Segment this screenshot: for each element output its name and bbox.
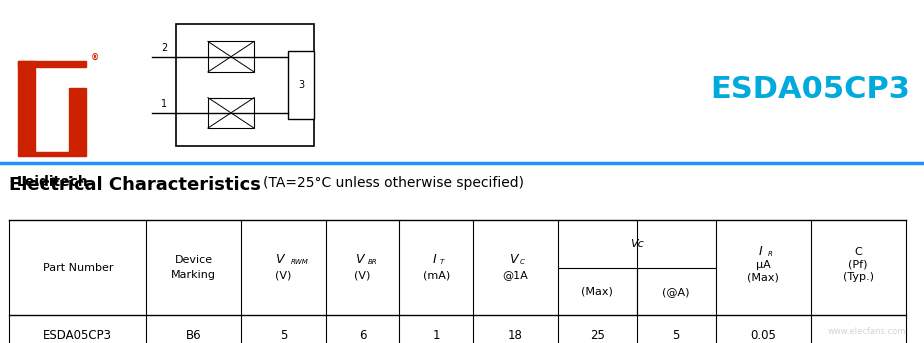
Text: (Typ.): (Typ.)	[843, 272, 873, 282]
Text: 1: 1	[432, 329, 440, 342]
Text: (V): (V)	[354, 270, 371, 280]
Text: 25: 25	[590, 329, 604, 342]
Text: B6: B6	[186, 329, 201, 342]
Bar	[18, 61, 86, 67]
Text: I: I	[759, 245, 762, 258]
Text: 1: 1	[162, 99, 167, 109]
Text: 0.05: 0.05	[750, 329, 776, 342]
Bar	[208, 42, 254, 72]
Text: (Max): (Max)	[748, 272, 779, 282]
Text: BR: BR	[368, 259, 378, 265]
Text: μA: μA	[756, 260, 771, 270]
Text: RWM: RWM	[291, 259, 309, 265]
Text: ESDA05CP3: ESDA05CP3	[711, 75, 910, 104]
Text: C: C	[854, 247, 862, 257]
Text: I: I	[432, 253, 436, 266]
Text: V: V	[274, 253, 283, 266]
Bar	[69, 87, 86, 156]
Text: (Max): (Max)	[581, 287, 613, 297]
Text: www.elecfans.com: www.elecfans.com	[827, 327, 906, 336]
Text: Vc: Vc	[630, 239, 643, 249]
Bar	[35, 152, 69, 156]
Text: (@A): (@A)	[663, 287, 690, 297]
Text: Part Number: Part Number	[43, 263, 113, 273]
Text: ®: ®	[91, 54, 99, 63]
Text: V: V	[356, 253, 364, 266]
Text: (TA=25°C unless otherwise specified): (TA=25°C unless otherwise specified)	[263, 176, 524, 190]
Text: 5: 5	[280, 329, 287, 342]
Text: (V): (V)	[275, 270, 292, 280]
Bar	[288, 51, 314, 119]
Text: 6: 6	[359, 329, 366, 342]
Text: @1A: @1A	[503, 270, 529, 280]
Text: Electrical Characteristics: Electrical Characteristics	[9, 176, 261, 194]
Text: Leiditech: Leiditech	[17, 175, 89, 189]
Text: R: R	[768, 251, 772, 257]
Bar	[208, 98, 254, 128]
Text: Marking: Marking	[171, 270, 216, 280]
Text: 5: 5	[673, 329, 680, 342]
Text: ESDA05CP3: ESDA05CP3	[43, 329, 113, 342]
Text: (mA): (mA)	[422, 270, 450, 280]
Text: 3: 3	[298, 80, 304, 90]
Text: 18: 18	[508, 329, 523, 342]
Text: 2: 2	[162, 43, 167, 53]
Text: C: C	[520, 259, 525, 265]
Bar	[176, 24, 314, 146]
Text: V: V	[509, 253, 517, 266]
Text: (Pf): (Pf)	[848, 260, 868, 270]
Text: Device: Device	[175, 256, 213, 265]
Text: T: T	[440, 259, 444, 265]
Bar	[18, 61, 35, 156]
